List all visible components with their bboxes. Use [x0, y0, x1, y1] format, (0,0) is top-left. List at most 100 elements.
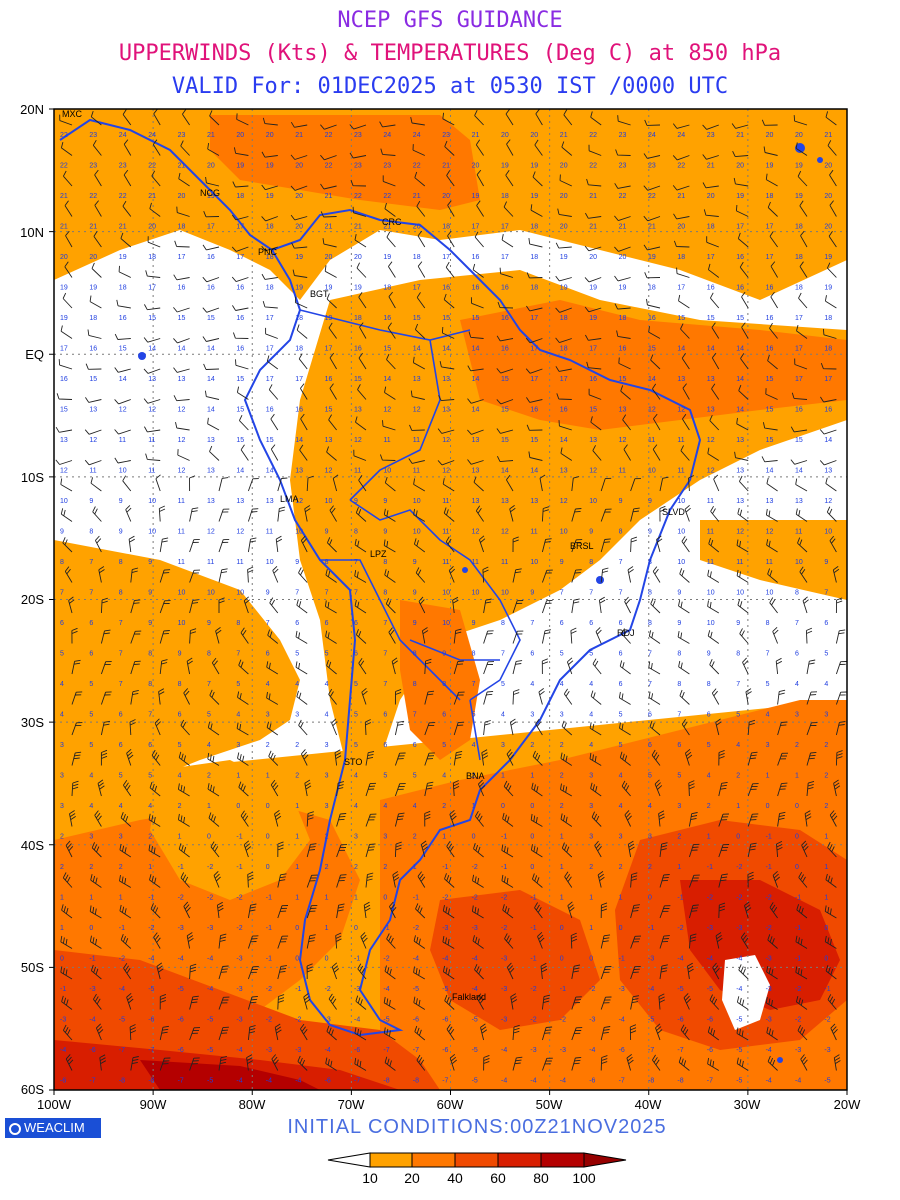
temperature-value: 17 [501, 224, 509, 231]
wind-barb [795, 478, 808, 492]
temperature-value: -5 [472, 1017, 478, 1024]
temperature-value: -1 [89, 956, 95, 963]
wind-barb [525, 337, 543, 344]
wind-barb [90, 874, 102, 888]
wind-barb [512, 1056, 523, 1071]
wind-barb [478, 535, 486, 553]
temperature-value: 10 [677, 559, 685, 566]
wind-barb [563, 688, 573, 705]
wind-barb [147, 236, 161, 248]
wind-barb [358, 352, 367, 370]
wind-barb [329, 352, 337, 370]
wind-barb [240, 810, 249, 827]
wind-barb [202, 336, 220, 342]
wind-barb [590, 111, 602, 126]
temperature-value: -4 [648, 986, 654, 993]
temperature-value: -8 [383, 1078, 389, 1085]
temperature-value: 3 [501, 742, 505, 749]
temperature-value: 11 [178, 529, 185, 536]
wind-barb [791, 392, 808, 400]
temperature-value: -7 [383, 1047, 389, 1054]
wind-barb [413, 478, 426, 492]
temperature-value: 19 [383, 254, 391, 261]
wind-barb [770, 261, 778, 278]
temperature-value: 22 [60, 163, 68, 170]
temperature-value: 4 [648, 803, 652, 810]
wind-barb [412, 356, 426, 370]
wind-barb [535, 109, 543, 126]
temperature-value: 18 [560, 315, 568, 322]
temperature-value: 9 [266, 590, 270, 597]
temperature-value: -4 [207, 986, 213, 993]
wind-barb [747, 719, 756, 736]
wind-barb [530, 813, 543, 827]
wind-barb [331, 718, 338, 736]
temperature-value: 16 [236, 315, 244, 322]
temperature-value: 12 [60, 468, 68, 475]
wind-barb [801, 840, 809, 858]
temperature-value: 16 [707, 285, 715, 292]
temperature-value: -6 [589, 1078, 595, 1085]
wind-barb [413, 508, 426, 522]
wind-barb [537, 931, 545, 949]
wind-barb [189, 995, 199, 1010]
temperature-value: 0 [266, 803, 270, 810]
wind-barb [385, 598, 396, 614]
temperature-value: -4 [236, 1047, 242, 1054]
wind-barb [277, 965, 287, 980]
wind-barb [541, 1057, 553, 1071]
wind-barb [122, 109, 132, 126]
wind-barb [763, 146, 778, 156]
temperature-value: 10 [266, 559, 274, 566]
wind-barb [707, 1057, 720, 1071]
wind-barb [627, 840, 635, 858]
wind-barb [291, 242, 308, 249]
temperature-value: -4 [148, 956, 154, 963]
temperature-value: 5 [707, 742, 711, 749]
wind-barb [243, 596, 250, 614]
wind-barb [352, 206, 367, 217]
wind-barb [388, 291, 396, 309]
temperature-value: 3 [560, 712, 564, 719]
wind-barb [380, 148, 396, 156]
temperature-value: -1 [530, 925, 536, 932]
lakes [138, 143, 823, 1063]
wind-barb [176, 206, 190, 217]
temperature-value: 0 [207, 834, 211, 841]
temperature-value: 20 [472, 163, 480, 170]
wind-barb [386, 353, 396, 370]
temperature-value: 4 [295, 681, 299, 688]
temperature-value: 20 [60, 254, 68, 261]
temperature-value: 7 [677, 712, 681, 719]
wind-barb [767, 201, 778, 217]
wind-barb [586, 178, 602, 187]
temperature-value: 1 [560, 834, 564, 841]
temperature-value: 6 [89, 651, 93, 658]
wind-barb [416, 200, 426, 217]
wind-barb [100, 691, 112, 705]
wind-barb [328, 688, 337, 705]
temperature-value: -3 [560, 1047, 566, 1054]
temperature-value: 16 [266, 407, 274, 414]
temperature-value: 11 [442, 559, 449, 566]
temperature-value: -2 [766, 925, 772, 932]
wind-barb [630, 536, 638, 553]
wind-barb [218, 538, 230, 553]
temperature-value: -3 [60, 1017, 66, 1024]
wind-barb [506, 749, 515, 766]
wind-barb [828, 231, 837, 248]
wind-barb [453, 628, 462, 644]
temperature-value: 3 [824, 712, 828, 719]
wind-barb [512, 536, 519, 553]
wind-barb [204, 390, 220, 400]
wind-barb [826, 262, 837, 278]
temperature-value: -1 [530, 895, 536, 902]
temperature-value: 7 [560, 590, 564, 597]
temperature-value: 4 [266, 681, 270, 688]
temperature-value: 9 [707, 651, 711, 658]
wind-barb [89, 935, 102, 949]
temperature-value: 23 [178, 132, 186, 139]
wind-barb [247, 871, 254, 888]
wind-barb [414, 1025, 426, 1041]
wind-barb [476, 200, 484, 217]
